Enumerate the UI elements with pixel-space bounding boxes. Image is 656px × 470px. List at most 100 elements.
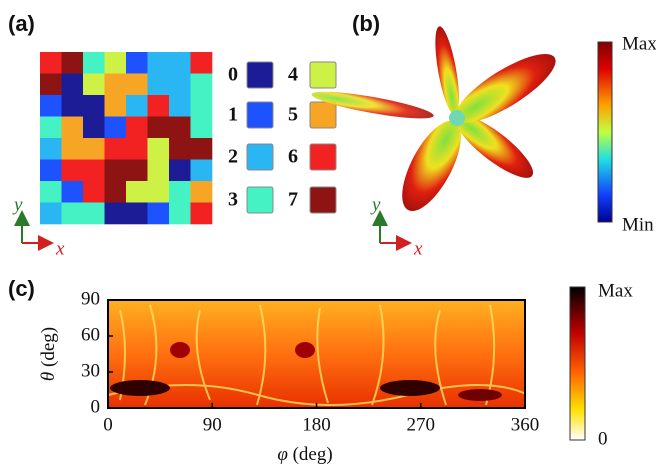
grid-cell bbox=[148, 181, 170, 203]
x-tick-label: 360 bbox=[511, 414, 540, 435]
grid-cell bbox=[169, 74, 191, 96]
grid-cell bbox=[148, 203, 170, 225]
axis-name: x bbox=[413, 238, 423, 259]
grid-cell bbox=[105, 52, 127, 74]
code-swatch bbox=[247, 62, 273, 88]
grid-cell bbox=[191, 203, 213, 225]
grid-cell bbox=[83, 52, 105, 74]
grid-cell bbox=[62, 181, 84, 203]
colorbar-label: Max bbox=[622, 33, 656, 54]
grid-cell bbox=[83, 95, 105, 117]
grid-cell bbox=[83, 74, 105, 96]
grid-cell bbox=[126, 52, 148, 74]
x-tick-label: 0 bbox=[103, 414, 113, 435]
code-swatch bbox=[247, 144, 273, 170]
y-axis-unit: (deg) bbox=[38, 327, 59, 367]
y-axis-label: θ (deg) bbox=[38, 327, 59, 381]
grid-cell bbox=[191, 74, 213, 96]
code-label: 2 bbox=[228, 146, 238, 168]
x-axis-unit: (deg) bbox=[293, 444, 333, 465]
x-tick-label: 180 bbox=[302, 414, 331, 435]
grid-cell bbox=[83, 160, 105, 182]
radiation-pattern bbox=[310, 25, 564, 220]
panel-label: (c) bbox=[8, 276, 35, 301]
grid-cell bbox=[169, 181, 191, 203]
grid-cell bbox=[126, 181, 148, 203]
grid-cell bbox=[62, 160, 84, 182]
grid-cell bbox=[62, 95, 84, 117]
code-swatch bbox=[310, 102, 336, 128]
code-label: 5 bbox=[288, 104, 298, 126]
panel-label: (a) bbox=[8, 11, 35, 36]
grid-cell bbox=[40, 203, 62, 225]
grid-cell bbox=[40, 95, 62, 117]
y-axis-symbol: θ bbox=[38, 372, 59, 381]
code-label: 1 bbox=[228, 104, 238, 126]
code-swatch bbox=[310, 187, 336, 213]
x-axis-label: φ (deg) bbox=[277, 444, 332, 465]
code-label: 3 bbox=[228, 189, 238, 211]
grid-cell bbox=[40, 160, 62, 182]
colorbar-label: Max bbox=[598, 280, 633, 301]
grid-cell bbox=[191, 160, 213, 182]
grid-cell bbox=[148, 95, 170, 117]
grid-cell bbox=[40, 138, 62, 160]
y-tick-label: 0 bbox=[91, 396, 101, 417]
grid-cell bbox=[191, 181, 213, 203]
grid-cell bbox=[148, 117, 170, 139]
colorbar-label: Min bbox=[622, 214, 654, 235]
grid-cell bbox=[83, 203, 105, 225]
grid-cell bbox=[62, 138, 84, 160]
colorbar-label: 0 bbox=[598, 428, 608, 449]
grid-cell bbox=[105, 203, 127, 225]
y-tick-label: 30 bbox=[81, 360, 100, 381]
grid-cell bbox=[83, 181, 105, 203]
grid-cell bbox=[169, 138, 191, 160]
colorbar bbox=[570, 287, 585, 440]
grid-cell bbox=[148, 52, 170, 74]
grid-cell bbox=[83, 117, 105, 139]
axis-name: y bbox=[370, 194, 381, 215]
grid-cell bbox=[105, 181, 127, 203]
y-tick-label: 60 bbox=[81, 324, 100, 345]
grid-cell bbox=[169, 52, 191, 74]
grid-cell bbox=[40, 52, 62, 74]
grid-cell bbox=[105, 74, 127, 96]
figure: (a) (b) (c) 01234567 y x y x Max Min 090… bbox=[0, 0, 656, 470]
grid-cell bbox=[62, 52, 84, 74]
axis-name: x bbox=[55, 238, 65, 259]
grid-cell bbox=[169, 117, 191, 139]
code-label: 7 bbox=[288, 189, 298, 211]
grid-cell bbox=[169, 160, 191, 182]
grid-cell bbox=[105, 95, 127, 117]
code-swatch bbox=[247, 102, 273, 128]
grid-cell bbox=[169, 203, 191, 225]
grid-cell bbox=[148, 74, 170, 96]
grid-cell bbox=[191, 117, 213, 139]
grid-cell bbox=[191, 52, 213, 74]
grid-cell bbox=[62, 74, 84, 96]
grid-cell bbox=[40, 181, 62, 203]
grid-cell bbox=[83, 138, 105, 160]
grid-cell bbox=[169, 95, 191, 117]
coding-grid bbox=[40, 52, 212, 224]
grid-cell bbox=[126, 138, 148, 160]
grid-cell bbox=[126, 203, 148, 225]
colorbar bbox=[598, 42, 612, 222]
grid-cell bbox=[62, 203, 84, 225]
panel-label: (b) bbox=[352, 11, 380, 36]
grid-cell bbox=[105, 138, 127, 160]
grid-cell bbox=[126, 74, 148, 96]
grid-cell bbox=[126, 160, 148, 182]
axis-name: y bbox=[12, 194, 23, 215]
grid-cell bbox=[148, 160, 170, 182]
grid-cell bbox=[62, 117, 84, 139]
grid-cell bbox=[40, 74, 62, 96]
code-swatch bbox=[310, 62, 336, 88]
code-swatch bbox=[310, 144, 336, 170]
grid-cell bbox=[105, 117, 127, 139]
heatmap bbox=[108, 300, 528, 408]
grid-cell bbox=[126, 95, 148, 117]
grid-cell bbox=[191, 95, 213, 117]
